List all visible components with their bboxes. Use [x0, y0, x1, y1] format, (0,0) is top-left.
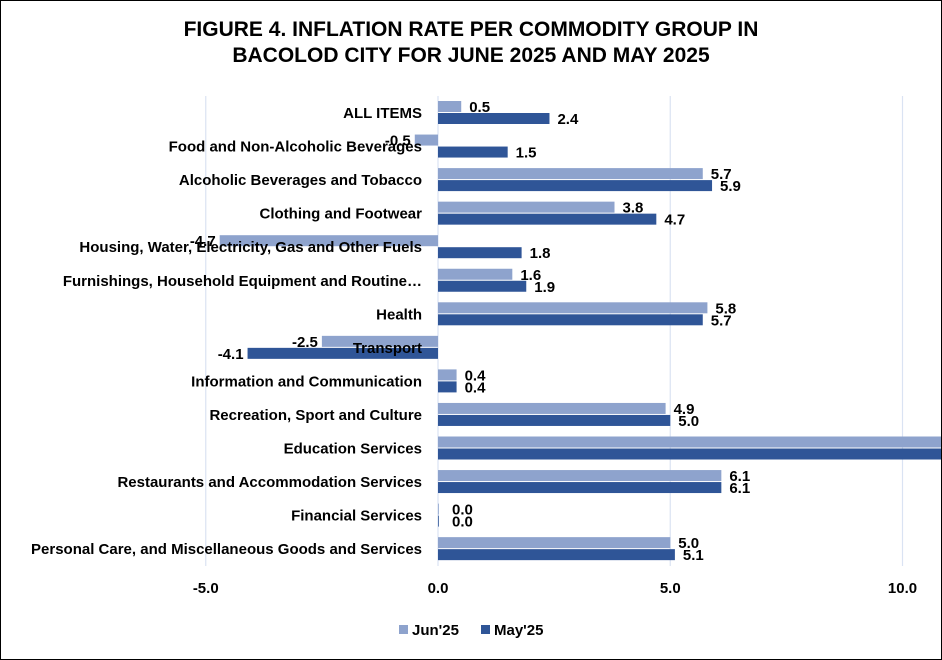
bar-may25 — [438, 247, 522, 259]
legend-swatch-may25 — [481, 625, 490, 634]
data-label-may25: -4.1 — [218, 346, 244, 363]
data-label-may25: 4.7 — [664, 212, 685, 229]
bar-jun25 — [219, 235, 438, 247]
bar-jun25 — [414, 134, 438, 146]
data-label-jun25: 0.4 — [465, 367, 487, 384]
category-label: ALL ITEMS — [343, 105, 422, 122]
category-label: Education Services — [284, 441, 422, 458]
x-axis-tick-labels: -10.0-5.00.05.010.015.020.0 — [193, 580, 917, 597]
legend-label-may25: May'25 — [494, 622, 543, 639]
bar-may25 — [438, 280, 527, 292]
data-label-jun25: 5.7 — [711, 166, 732, 183]
legend: Jun'25 May'25 — [399, 622, 543, 639]
bar-jun25 — [438, 503, 439, 515]
bar-jun25 — [438, 402, 666, 414]
grid-lines — [205, 96, 904, 566]
category-label: Restaurants and Accommodation Services — [117, 474, 422, 491]
category-label: Transport — [353, 340, 422, 357]
bar-jun25 — [438, 537, 671, 549]
bar-may25 — [247, 347, 438, 359]
x-tick-label: 0.0 — [428, 580, 449, 597]
data-label-jun25: 0.0 — [452, 502, 473, 519]
bar-may25 — [438, 213, 657, 225]
chart-title: FIGURE 4. INFLATION RATE PER COMMODITY G… — [183, 18, 759, 67]
category-label: Information and Communication — [191, 373, 422, 390]
bar-may25 — [438, 482, 722, 494]
data-label-jun25: 5.8 — [715, 300, 736, 317]
bar-jun25 — [438, 168, 703, 180]
legend-label-jun25: Jun'25 — [412, 622, 459, 639]
bar-jun25 — [438, 101, 462, 112]
bar-jun25 — [438, 470, 722, 482]
data-label-jun25: 6.1 — [729, 468, 750, 485]
legend-swatch-jun25 — [399, 625, 408, 634]
bar-jun25 — [438, 302, 708, 314]
category-labels: ALL ITEMS Food and Non-Alcoholic Beverage… — [31, 105, 422, 558]
bar-jun25 — [321, 335, 438, 347]
data-label-may25: 5.0 — [678, 413, 699, 430]
x-tick-label: 10.0 — [888, 580, 917, 597]
data-label-jun25: 0.5 — [469, 99, 490, 116]
x-tick-label: -5.0 — [193, 580, 219, 597]
data-label-jun25: 1.6 — [520, 267, 541, 284]
data-label-jun25: -2.5 — [292, 334, 318, 351]
category-label: Furnishings, Household Equipment and Rou… — [63, 273, 422, 290]
data-label-may25: 1.5 — [516, 145, 537, 162]
bar-may25 — [438, 414, 671, 426]
bar-may25 — [438, 113, 550, 124]
bar-may25 — [438, 515, 439, 527]
bar-may25 — [438, 381, 457, 393]
x-tick-label: 5.0 — [660, 580, 681, 597]
data-label-may25: 1.8 — [530, 245, 551, 262]
category-label: Recreation, Sport and Culture — [209, 407, 422, 424]
data-label-may25: 5.7 — [711, 312, 732, 329]
data-label-may25: 2.4 — [557, 111, 579, 128]
bar-may25 — [438, 549, 675, 561]
data-label-may25: 5.1 — [683, 547, 704, 564]
data-label-jun25: 3.8 — [623, 200, 644, 217]
category-label: Clothing and Footwear — [260, 206, 423, 223]
data-labels: 0.52.4-0.51.55.75.93.84.7-4.71.81.61.95.… — [190, 99, 750, 564]
category-label: Health — [376, 306, 422, 323]
bar-may25 — [438, 448, 941, 460]
bar-may25 — [438, 180, 713, 192]
category-label: Housing, Water, Electricity, Gas and Oth… — [79, 239, 422, 256]
data-label-may25: 0.0 — [452, 514, 473, 531]
bar-jun25 — [438, 268, 513, 280]
category-label: Food and Non-Alcoholic Beverages — [169, 139, 422, 156]
data-label-may25: 0.4 — [465, 379, 487, 396]
data-label-may25: 6.1 — [729, 480, 750, 497]
data-label-jun25: -4.7 — [190, 233, 216, 250]
bars — [219, 101, 941, 561]
bar-may25 — [438, 314, 703, 326]
bar-jun25 — [438, 369, 457, 381]
data-label-may25: 1.9 — [534, 279, 555, 296]
category-label: Personal Care, and Miscellaneous Goods a… — [31, 541, 422, 558]
bar-jun25 — [438, 201, 615, 213]
data-label-jun25: 5.0 — [678, 535, 699, 552]
bar-jun25 — [438, 436, 941, 448]
data-label-jun25: 4.9 — [674, 401, 695, 418]
data-label-jun25: -0.5 — [385, 133, 411, 150]
category-label: Alcoholic Beverages and Tobacco — [179, 172, 422, 189]
bar-may25 — [438, 146, 508, 158]
data-label-may25: 5.9 — [720, 178, 741, 195]
category-label: Financial Services — [291, 508, 422, 525]
